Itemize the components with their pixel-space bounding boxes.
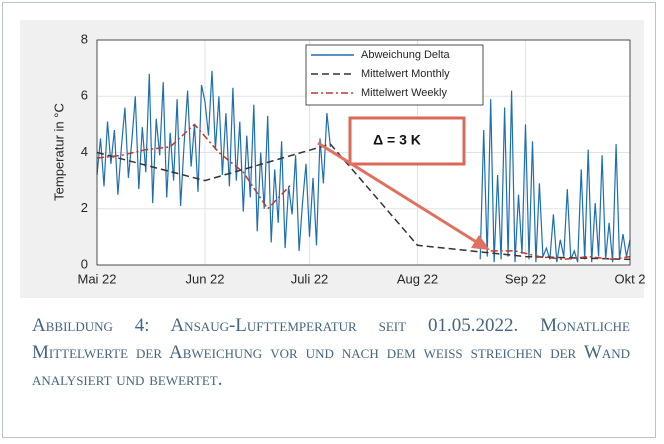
x-tick-label: Jun 22: [185, 271, 224, 286]
y-tick-label: 6: [81, 88, 88, 103]
legend-label: Abweichung Delta: [361, 49, 451, 61]
y-tick-label: 4: [81, 144, 88, 159]
data-line: [96, 123, 631, 261]
x-tick-label: Sep 22: [505, 271, 546, 286]
figure-frame: [2, 2, 656, 438]
y-tick-label: 2: [81, 200, 88, 215]
x-tick-label: Okt 2: [614, 271, 645, 286]
y-axis-label: Temperatur in °C: [51, 103, 66, 201]
annotation-arrow: [317, 141, 479, 245]
legend-label: Mittelwert Weekly: [361, 87, 447, 99]
annotation-text: Δ = 3 K: [373, 132, 421, 148]
annotation-box: [348, 116, 466, 166]
annotation-arrowhead: [471, 235, 490, 250]
x-tick-label: Mai 22: [77, 271, 116, 286]
data-line: [96, 70, 631, 263]
x-tick-label: Aug 22: [397, 271, 438, 286]
chart: Temperatur in °C 0 2 4 6 8 Mai 22 Jun 22 Juli 2…: [20, 20, 646, 298]
y-tick-label: 0: [81, 256, 88, 271]
x-tick-label: Juli 22: [291, 271, 329, 286]
figure-caption: Abbildung 4: Ansaug-Lufttemperatur seit …: [32, 315, 630, 390]
legend-label: Mittelwert Monthly: [361, 68, 450, 80]
axes-box: [96, 39, 631, 266]
y-tick-label: 8: [81, 31, 88, 46]
data-line: [96, 143, 631, 261]
